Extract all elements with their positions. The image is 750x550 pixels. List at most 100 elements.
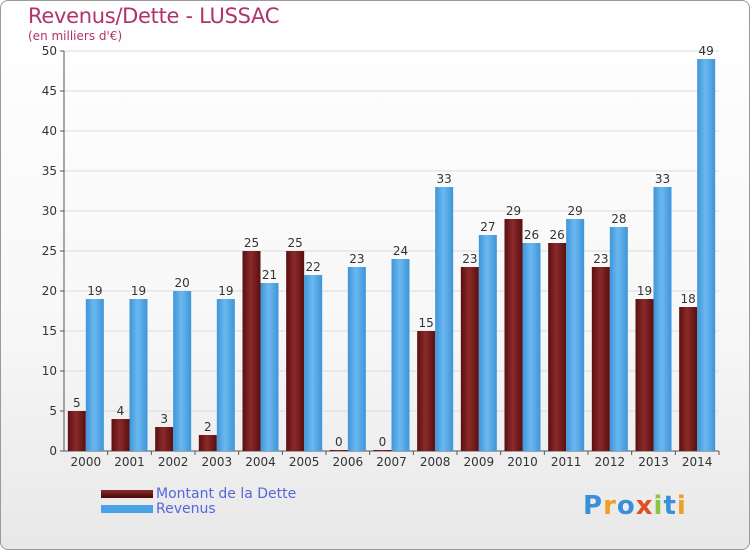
y-tick-label: 45: [42, 84, 57, 98]
y-tick-label: 35: [42, 164, 57, 178]
data-label: 19: [218, 284, 233, 298]
bar-revenus: [129, 299, 148, 451]
data-label: 21: [262, 268, 277, 282]
logo-letter: t: [663, 491, 677, 521]
bar-revenus: [522, 243, 541, 451]
data-label: 15: [419, 316, 434, 330]
x-tick-label: 2010: [507, 455, 538, 469]
y-tick-label: 40: [42, 124, 57, 138]
data-label: 19: [87, 284, 102, 298]
data-label: 49: [699, 44, 714, 58]
logo-letter: P: [583, 491, 604, 521]
bar-debt: [635, 299, 654, 451]
bar-revenus: [304, 275, 323, 451]
data-label: 19: [637, 284, 652, 298]
logo-letter: o: [616, 491, 636, 521]
y-tick-label: 5: [49, 404, 57, 418]
data-label: 29: [568, 204, 583, 218]
data-label: 2: [204, 420, 212, 434]
x-tick-label: 2014: [682, 455, 713, 469]
bar-revenus: [173, 291, 192, 451]
data-label: 33: [437, 172, 452, 186]
data-label: 24: [393, 244, 408, 258]
proxiti-logo: Proxiti: [583, 491, 687, 521]
chart-title: Revenus/Dette - LUSSAC: [28, 4, 280, 28]
y-tick-label: 25: [42, 244, 57, 258]
x-tick-label: 2006: [333, 455, 364, 469]
bar-debt: [548, 243, 567, 451]
data-label: 33: [655, 172, 670, 186]
bar-revenus: [566, 219, 585, 451]
bar-revenus: [478, 235, 497, 451]
bar-revenus: [391, 259, 410, 451]
bar-revenus: [653, 187, 672, 451]
x-tick-label: 2003: [202, 455, 233, 469]
data-label: 26: [550, 228, 565, 242]
data-label: 5: [73, 396, 81, 410]
y-tick-label: 15: [42, 324, 57, 338]
bar-revenus: [609, 227, 628, 451]
x-tick-label: 2000: [71, 455, 102, 469]
bar-debt: [460, 267, 479, 451]
legend-label-debt: Montant de la Dette: [156, 486, 297, 502]
data-label: 22: [306, 260, 321, 274]
y-tick-label: 20: [42, 284, 57, 298]
legend-label-revenus: Revenus: [156, 501, 216, 517]
chart-subtitle: (en milliers d'€): [28, 29, 123, 43]
bar-revenus: [216, 299, 235, 451]
logo-letter: r: [603, 491, 617, 521]
bar-revenus: [347, 267, 366, 451]
bar-revenus: [697, 59, 716, 451]
x-tick-label: 2001: [114, 455, 145, 469]
data-label: 3: [160, 412, 168, 426]
data-label: 28: [611, 212, 626, 226]
y-tick-label: 50: [42, 44, 57, 58]
x-tick-label: 2009: [464, 455, 495, 469]
data-label: 0: [379, 435, 387, 449]
logo-letter: x: [635, 491, 654, 521]
bar-revenus: [435, 187, 454, 451]
y-tick-label: 0: [49, 444, 57, 458]
data-label: 25: [288, 236, 303, 250]
data-label: 4: [117, 404, 125, 418]
bar-debt: [67, 411, 86, 451]
y-tick-label: 10: [42, 364, 57, 378]
bar-debt: [591, 267, 610, 451]
data-label: 26: [524, 228, 539, 242]
x-tick-label: 2013: [638, 455, 669, 469]
x-tick-label: 2004: [245, 455, 276, 469]
x-tick-label: 2012: [595, 455, 626, 469]
bar-debt: [329, 450, 348, 451]
x-tick-label: 2011: [551, 455, 582, 469]
bar-revenus: [85, 299, 104, 451]
bar-debt: [198, 435, 217, 451]
data-label: 18: [681, 292, 696, 306]
x-tick-label: 2007: [376, 455, 407, 469]
bar-debt: [504, 219, 523, 451]
bar-debt: [417, 331, 436, 451]
bar-debt: [155, 427, 174, 451]
bar-revenus: [260, 283, 279, 451]
data-label: 29: [506, 204, 521, 218]
x-tick-label: 2005: [289, 455, 320, 469]
logo-letter: i: [653, 491, 664, 521]
x-tick-label: 2002: [158, 455, 189, 469]
bar-debt: [373, 450, 392, 451]
logo-letter: i: [676, 491, 687, 521]
y-tick-label: 30: [42, 204, 57, 218]
x-tick-label: 2008: [420, 455, 451, 469]
data-label: 23: [349, 252, 364, 266]
data-label: 23: [462, 252, 477, 266]
data-label: 20: [175, 276, 190, 290]
data-label: 27: [480, 220, 495, 234]
data-label: 23: [593, 252, 608, 266]
data-label: 19: [131, 284, 146, 298]
bar-debt: [111, 419, 130, 451]
bar-debt: [286, 251, 305, 451]
bar-debt: [242, 251, 261, 451]
data-label: 25: [244, 236, 259, 250]
data-label: 0: [335, 435, 343, 449]
bar-debt: [679, 307, 698, 451]
